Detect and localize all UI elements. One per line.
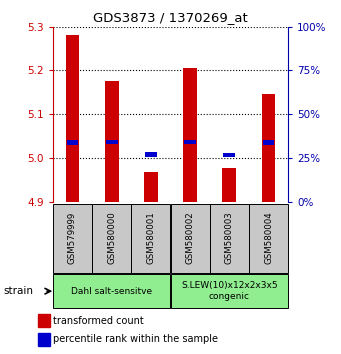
- Text: GSM580001: GSM580001: [146, 212, 155, 264]
- Bar: [92, 204, 131, 273]
- Bar: [184, 139, 196, 144]
- Bar: [170, 274, 288, 308]
- Bar: [263, 141, 275, 145]
- Text: GSM580003: GSM580003: [225, 212, 234, 264]
- Bar: [66, 141, 78, 145]
- Bar: [144, 172, 158, 202]
- Bar: [222, 167, 236, 202]
- Bar: [105, 81, 119, 202]
- Bar: [131, 204, 170, 273]
- Bar: [53, 204, 92, 273]
- Bar: [223, 153, 235, 157]
- Text: GSM580000: GSM580000: [107, 212, 116, 264]
- Bar: [262, 95, 276, 202]
- Bar: [38, 333, 50, 346]
- Text: GSM580002: GSM580002: [186, 212, 195, 264]
- Bar: [65, 35, 79, 202]
- Bar: [170, 204, 210, 273]
- Text: strain: strain: [3, 286, 33, 296]
- Text: transformed count: transformed count: [54, 316, 144, 326]
- Title: GDS3873 / 1370269_at: GDS3873 / 1370269_at: [93, 11, 248, 24]
- Bar: [38, 314, 50, 327]
- Bar: [249, 204, 288, 273]
- Text: percentile rank within the sample: percentile rank within the sample: [54, 335, 219, 344]
- Text: GSM579999: GSM579999: [68, 212, 77, 264]
- Text: S.LEW(10)x12x2x3x5
congenic: S.LEW(10)x12x2x3x5 congenic: [181, 281, 278, 301]
- Text: Dahl salt-sensitve: Dahl salt-sensitve: [71, 287, 152, 296]
- Bar: [183, 68, 197, 202]
- Text: GSM580004: GSM580004: [264, 212, 273, 264]
- Bar: [210, 204, 249, 273]
- Bar: [53, 274, 170, 308]
- Bar: [145, 152, 157, 157]
- Bar: [106, 139, 118, 144]
